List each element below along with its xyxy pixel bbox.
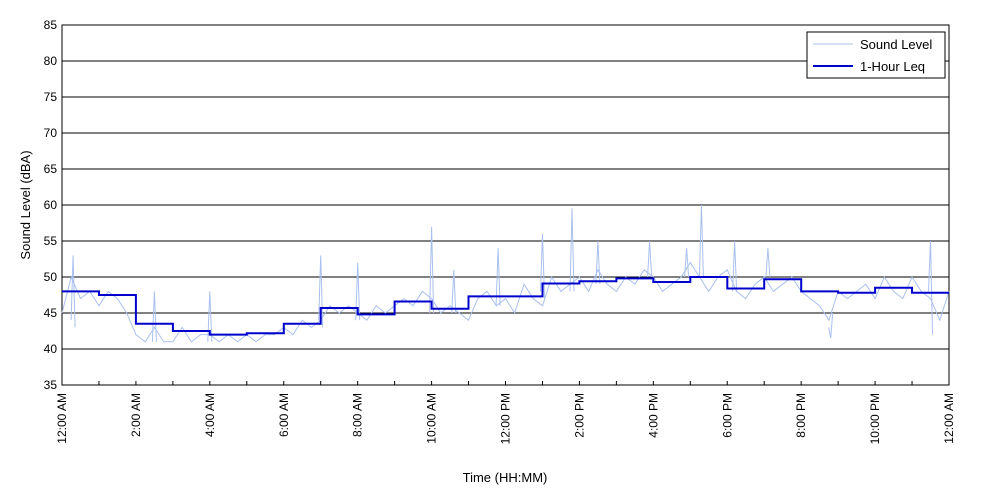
sound-level-spike (540, 233, 545, 299)
x-tick-label: 8:00 PM (794, 393, 808, 438)
x-tick-label: 2:00 AM (129, 393, 143, 437)
x-tick-label: 12:00 AM (55, 393, 69, 444)
sound-level-spike (828, 312, 834, 339)
sound-level-spike (928, 240, 933, 335)
y-tick-label: 70 (44, 126, 58, 140)
y-tick-label: 45 (44, 306, 58, 320)
x-tick-label: 4:00 AM (203, 393, 217, 437)
sound-level-spike (595, 240, 601, 285)
y-axis-ticks: 35 40 45 50 55 60 65 70 75 80 85 (44, 18, 66, 392)
x-tick-label: 6:00 AM (277, 393, 291, 437)
sound-level-spike (318, 255, 324, 328)
sound-level-spike (355, 262, 361, 321)
sound-level-spike (495, 248, 501, 306)
sound-level-spike (207, 291, 213, 342)
y-tick-label: 50 (44, 270, 58, 284)
y-tick-label: 80 (44, 54, 58, 68)
legend-box (806, 31, 946, 79)
sound-level-spike (765, 248, 771, 278)
y-tick-label: 75 (44, 90, 58, 104)
y-tick-label: 60 (44, 198, 58, 212)
legend-label-1-hour-leq: 1-Hour Leq (860, 59, 925, 74)
legend-label-sound-level: Sound Level (860, 37, 932, 52)
sound-level-spike (151, 291, 157, 342)
sound-level-spike (684, 248, 690, 278)
x-axis-ticks: 12:00 AM 2:00 AM 4:00 AM 6:00 AM 8:00 AM 10:0… (55, 381, 956, 444)
sound-level-spike (429, 226, 435, 314)
sound-level-spike (70, 255, 76, 328)
x-tick-label: 6:00 PM (720, 393, 734, 438)
x-tick-label: 2:00 PM (572, 393, 586, 438)
legend: Sound Level 1-Hour Leq (806, 31, 946, 79)
sound-level-spike (647, 240, 653, 278)
grid-lines (62, 60, 949, 350)
series-1-hour-leq (62, 276, 949, 336)
x-tick-label: 12:00 PM (499, 393, 513, 444)
sound-level-spike (698, 204, 704, 278)
x-tick-label: 10:00 PM (868, 393, 882, 444)
y-tick-label: 65 (44, 162, 58, 176)
x-tick-label: 12:00 AM (942, 393, 956, 444)
sound-level-spike (732, 240, 738, 292)
y-axis-label: Sound Level (dBA) (18, 150, 33, 259)
x-tick-label: 8:00 AM (351, 393, 365, 437)
y-tick-label: 55 (44, 234, 58, 248)
y-tick-label: 35 (44, 378, 58, 392)
sound-level-spike (451, 269, 457, 314)
series-layer (61, 204, 950, 343)
y-tick-label: 40 (44, 342, 58, 356)
x-tick-label: 4:00 PM (646, 393, 660, 438)
y-tick-label: 85 (44, 18, 58, 32)
sound-level-spike (569, 208, 575, 292)
x-tick-label: 10:00 AM (425, 393, 439, 444)
x-axis-label: Time (HH:MM) (463, 470, 548, 485)
